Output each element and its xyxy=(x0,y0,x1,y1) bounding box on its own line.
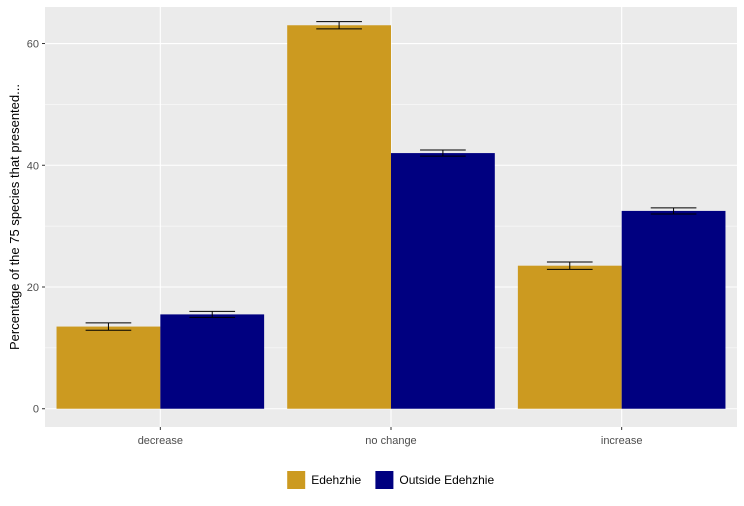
x-axis: decrease no change increase xyxy=(138,427,643,447)
y-axis: 0 20 40 60 xyxy=(27,39,45,416)
bar xyxy=(56,326,161,409)
error-bars-layer xyxy=(85,21,697,331)
bar xyxy=(160,314,265,409)
y-tick-label: 40 xyxy=(27,160,39,172)
bar xyxy=(621,210,726,409)
bar xyxy=(517,265,622,409)
bar xyxy=(391,153,495,409)
bar xyxy=(287,25,391,409)
bars-layer xyxy=(56,25,726,409)
x-tick-label: increase xyxy=(601,435,643,447)
y-tick-label: 20 xyxy=(27,282,39,294)
legend-label: Edehzhie xyxy=(311,473,361,487)
x-tick-label: no change xyxy=(365,435,416,447)
y-tick-label: 60 xyxy=(27,39,39,51)
legend-key xyxy=(287,471,306,489)
legend: Edehzhie Outside Edehzhie xyxy=(287,471,494,489)
y-tick-label: 0 xyxy=(33,404,39,416)
legend-label: Outside Edehzhie xyxy=(399,473,494,487)
x-tick-label: decrease xyxy=(138,435,183,447)
legend-key xyxy=(375,471,394,489)
y-axis-title: Percentage of the 75 species that presen… xyxy=(7,84,22,350)
